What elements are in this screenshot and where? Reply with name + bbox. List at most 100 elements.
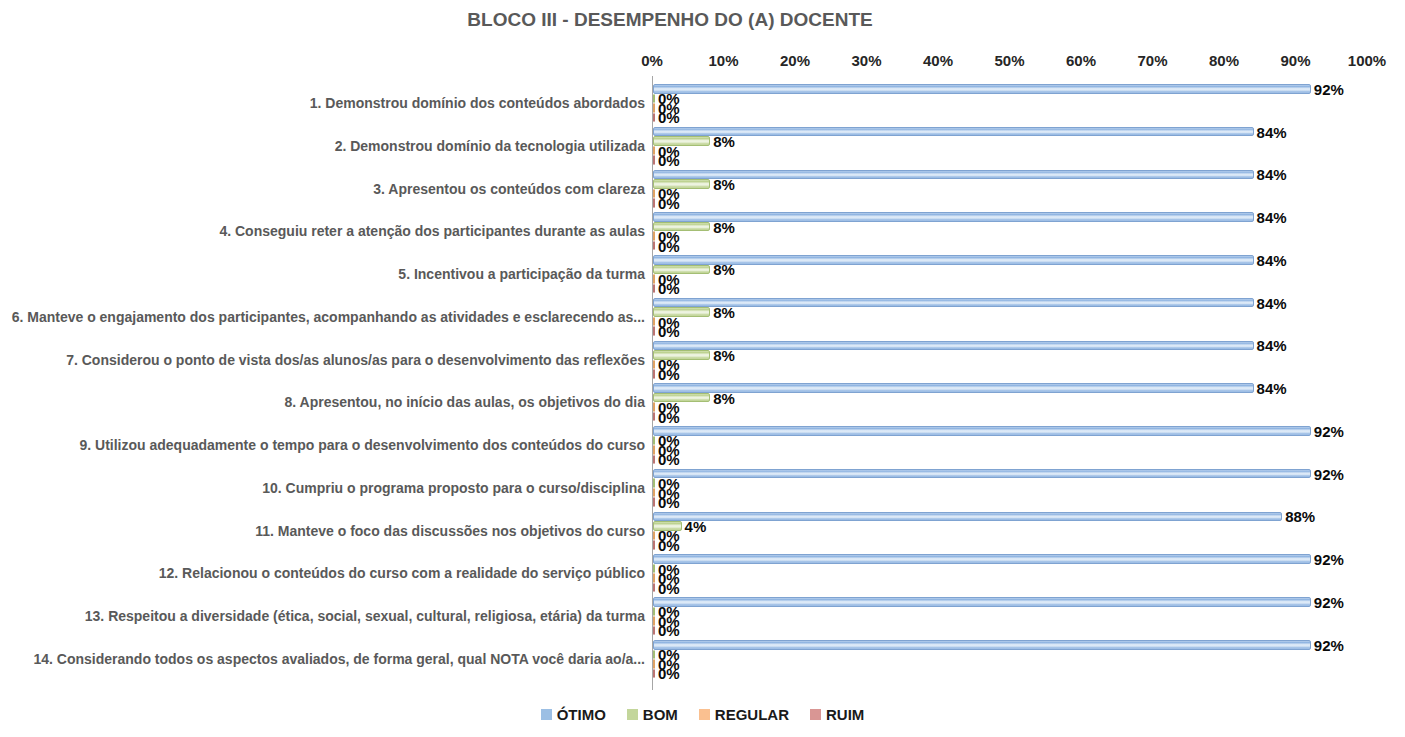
bar-ruim [653,113,655,123]
legend-swatch [541,709,552,720]
data-label: 0% [658,408,680,425]
x-axis-tick-label: 60% [1066,52,1096,69]
bar-ruim [653,284,655,294]
data-label: 92% [1314,422,1344,439]
data-label: 8% [713,304,735,321]
category-label: 13. Respeitou a diversidade (ética, soci… [0,608,645,624]
bar-ótimo [653,383,1254,393]
bar-ótimo [653,597,1311,607]
category-label: 1. Demonstrou domínio dos conteúdos abor… [0,95,645,111]
bar-ótimo [653,298,1254,308]
data-label: 84% [1257,166,1287,183]
data-label: 84% [1257,209,1287,226]
category-label: 8. Apresentou, no início das aulas, os o… [0,394,645,410]
bar-ruim [653,241,655,251]
data-label: 92% [1314,593,1344,610]
data-label: 0% [658,237,680,254]
bar-chart: BLOCO III - DESEMPENHO DO (A) DOCENTE 0%… [0,0,1405,737]
legend-label: RUIM [826,706,864,723]
data-label: 0% [658,194,680,211]
data-label: 4% [685,517,707,534]
legend-label: BOM [643,706,678,723]
bar-ruim [653,198,655,208]
bar-ótimo [653,341,1254,351]
data-label: 0% [658,579,680,596]
bar-ruim [653,369,655,379]
data-label: 0% [658,365,680,382]
category-label: 5. Incentivou a participação da turma [0,266,645,282]
data-label: 0% [658,109,680,126]
data-label: 8% [713,261,735,278]
bar-regular [653,231,655,241]
data-label: 0% [658,665,680,682]
bar-ótimo [653,640,1311,650]
data-label: 0% [658,536,680,553]
x-axis-tick-label: 30% [851,52,881,69]
category-label: 2. Demonstrou domínio da tecnologia util… [0,138,645,154]
x-axis-tick-label: 80% [1209,52,1239,69]
bar-ruim [653,497,655,507]
legend-label: REGULAR [715,706,789,723]
bar-bom [653,436,655,446]
category-label: 6. Manteve o engajamento dos participant… [0,309,645,325]
bar-regular [653,274,655,284]
bar-ruim [653,626,655,636]
data-label: 8% [713,175,735,192]
category-label: 3. Apresentou os conteúdos com clareza [0,181,645,197]
data-label: 92% [1314,551,1344,568]
x-axis-tick-label: 0% [641,52,663,69]
bar-ótimo [653,170,1254,180]
bar-regular [653,360,655,370]
category-label: 10. Cumpriu o programa proposto para o c… [0,480,645,496]
x-axis-tick-label: 90% [1280,52,1310,69]
bar-regular [653,573,655,583]
bar-regular [653,659,655,669]
data-label: 0% [658,494,680,511]
legend-swatch [627,709,638,720]
data-label: 0% [658,280,680,297]
data-label: 8% [713,218,735,235]
x-axis-tick-label: 100% [1348,52,1386,69]
legend-item-ruim: RUIM [810,706,864,723]
legend: ÓTIMO BOM REGULAR RUIM [0,706,1405,723]
category-label: 7. Considerou o ponto de vista dos/as al… [0,352,645,368]
data-label: 92% [1314,636,1344,653]
data-label: 84% [1257,251,1287,268]
category-label: 9. Utilizou adequadamente o tempo para o… [0,437,645,453]
legend-item-ótimo: ÓTIMO [541,706,606,723]
bar-ruim [653,540,655,550]
category-label: 12. Relacionou o conteúdos do curso com … [0,565,645,581]
data-label: 92% [1314,80,1344,97]
bar-ótimo [653,255,1254,265]
bar-ótimo [653,84,1311,94]
data-label: 88% [1285,508,1315,525]
data-label: 0% [658,323,680,340]
data-label: 8% [713,389,735,406]
bar-bom [653,478,655,488]
bar-ruim [653,669,655,679]
bar-regular [653,146,655,156]
bar-ruim [653,455,655,465]
legend-swatch [699,709,710,720]
category-label: 11. Manteve o foco das discussões nos ob… [0,523,645,539]
bar-regular [653,445,655,455]
bar-ótimo [653,212,1254,222]
category-label: 4. Conseguiu reter a atenção dos partici… [0,223,645,239]
bar-ruim [653,155,655,165]
x-axis-tick-label: 50% [994,52,1024,69]
bar-bom [653,650,655,660]
bar-regular [653,616,655,626]
bar-ótimo [653,469,1311,479]
category-label: 14. Considerando todos os aspectos avali… [0,651,645,667]
bar-bom [653,564,655,574]
bar-ótimo [653,512,1282,522]
bar-ótimo [653,426,1311,436]
legend-label: ÓTIMO [557,706,606,723]
bar-regular [653,488,655,498]
bar-regular [653,531,655,541]
data-label: 92% [1314,465,1344,482]
bar-regular [653,402,655,412]
data-label: 84% [1257,294,1287,311]
bar-bom [653,607,655,617]
legend-item-regular: REGULAR [699,706,789,723]
